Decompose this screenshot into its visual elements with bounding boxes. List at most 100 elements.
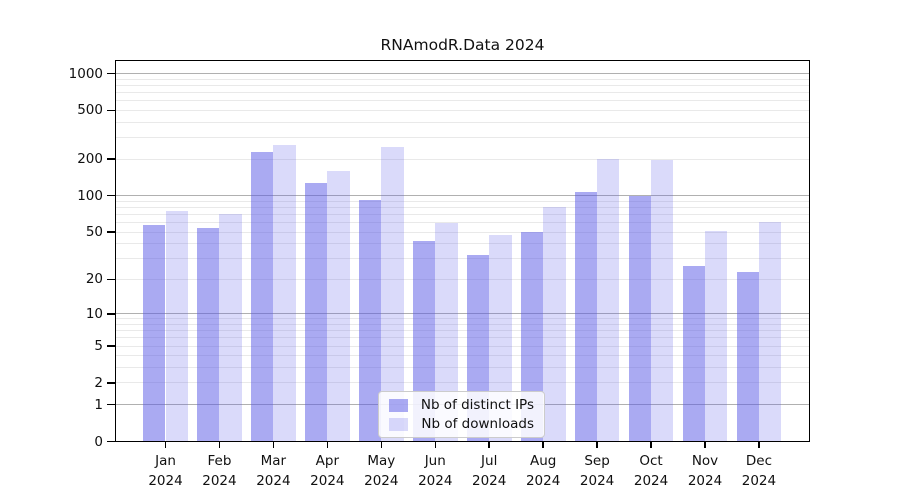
x-tick-label-aug: Aug 2024 [525, 453, 561, 489]
legend-swatch-distinct-ips [389, 398, 408, 412]
minor-gridline [115, 213, 810, 215]
minor-gridline [115, 109, 810, 111]
minor-gridline [115, 258, 810, 260]
y-tick [107, 278, 115, 281]
y-tick-label: 50 [85, 224, 103, 241]
y-tick [107, 72, 115, 75]
minor-gridline [115, 222, 810, 224]
minor-gridline [115, 206, 810, 208]
x-tick [164, 441, 167, 448]
major-gridline [115, 313, 810, 315]
bar-distinct-ips-oct [628, 195, 652, 442]
x-tick [542, 441, 544, 448]
minor-gridline [115, 137, 810, 138]
x-tick-label-feb: Feb 2024 [202, 453, 237, 489]
bar-distinct-ips-dec [736, 272, 759, 442]
bar-downloads-jan [165, 210, 188, 442]
x-tick-label-jul: Jul 2024 [472, 453, 507, 489]
y-tick [107, 109, 115, 112]
legend-label-distinct-ips: Nb of distinct IPs [420, 397, 534, 413]
legend-item-distinct-ips: Nb of distinct IPs [389, 397, 534, 413]
x-tick [596, 441, 598, 448]
major-gridline [115, 195, 810, 197]
y-tick [107, 194, 115, 197]
bar-distinct-ips-may [358, 200, 382, 442]
x-tick [650, 441, 652, 448]
y-tick-label: 0 [94, 433, 103, 450]
bar-downloads-dec [758, 221, 782, 442]
plot-frame [115, 60, 810, 442]
y-tick-label: 200 [77, 151, 103, 167]
x-tick [434, 441, 436, 448]
minor-gridline [115, 158, 810, 160]
y-tick-label: 2 [94, 374, 103, 391]
bar-downloads-sep [597, 159, 620, 442]
x-tick-label-dec: Dec 2024 [741, 453, 777, 489]
x-tick [218, 441, 221, 448]
x-tick-label-jun: Jun 2024 [418, 453, 453, 489]
bar-downloads-oct [651, 160, 674, 442]
bar-distinct-ips-mar [251, 151, 274, 442]
minor-gridline [115, 337, 810, 339]
x-tick [704, 441, 706, 448]
y-tick-label: 5 [94, 338, 103, 355]
legend-item-downloads: Nb of downloads [389, 416, 534, 432]
bar-downloads-apr [327, 170, 350, 442]
y-tick [107, 382, 115, 384]
y-tick-label: 1 [94, 396, 103, 413]
bar-downloads-nov [705, 231, 728, 442]
x-tick [488, 441, 490, 448]
x-tick [758, 441, 760, 448]
minor-gridline [115, 231, 810, 233]
legend-swatch-downloads [389, 417, 409, 431]
y-tick [107, 345, 115, 347]
x-tick-label-apr: Apr 2024 [310, 453, 345, 489]
bar-distinct-ips-aug [520, 232, 544, 442]
x-tick-label-jan: Jan 2024 [148, 453, 183, 489]
minor-gridline [115, 345, 810, 347]
y-tick [107, 313, 115, 315]
legend: Nb of distinct IPs Nb of downloads [378, 391, 545, 438]
minor-gridline [115, 84, 810, 86]
x-tick-label-sep: Sep 2024 [579, 453, 615, 489]
bar-downloads-may [381, 147, 404, 442]
x-tick-label-may: May 2024 [364, 453, 399, 489]
minor-gridline [115, 323, 810, 325]
bar-downloads-aug [543, 207, 566, 442]
minor-gridline [115, 278, 810, 280]
bar-downloads-jul [489, 235, 512, 442]
y-tick-label: 100 [77, 187, 103, 204]
minor-gridline [115, 330, 810, 332]
bar-distinct-ips-jan [143, 225, 166, 442]
x-tick-label-oct: Oct 2024 [633, 453, 669, 489]
minor-gridline [115, 100, 810, 102]
minor-gridline [115, 318, 810, 320]
minor-gridline [115, 243, 810, 245]
y-tick [107, 231, 115, 233]
y-tick-label: 20 [85, 271, 103, 288]
minor-gridline [115, 78, 810, 80]
x-tick-label-nov: Nov 2024 [687, 453, 723, 489]
minor-gridline [115, 91, 810, 93]
y-tick-label: 1000 [68, 65, 103, 82]
x-tick [326, 441, 329, 448]
major-gridline [115, 73, 810, 74]
y-tick-label: 500 [77, 102, 103, 119]
bar-downloads-mar [273, 145, 296, 442]
x-tick-label-mar: Mar 2024 [256, 453, 291, 489]
bar-distinct-ips-apr [304, 182, 328, 442]
minor-gridline [115, 355, 810, 357]
bar-distinct-ips-feb [197, 228, 220, 442]
y-tick [107, 158, 115, 160]
bar-distinct-ips-nov [682, 265, 705, 442]
x-tick [380, 441, 383, 448]
y-tick-label: 10 [85, 305, 103, 322]
y-tick [107, 440, 115, 443]
minor-gridline [115, 367, 810, 369]
bar-distinct-ips-sep [574, 191, 598, 442]
x-tick [272, 441, 275, 448]
bar-downloads-feb [219, 214, 242, 442]
chart-title: RNAmodR.Data 2024 [380, 36, 545, 54]
y-tick [107, 403, 115, 406]
